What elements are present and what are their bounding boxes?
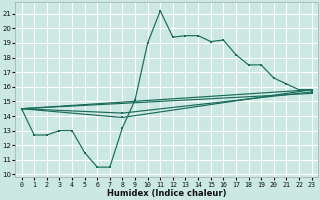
X-axis label: Humidex (Indice chaleur): Humidex (Indice chaleur) (107, 189, 226, 198)
